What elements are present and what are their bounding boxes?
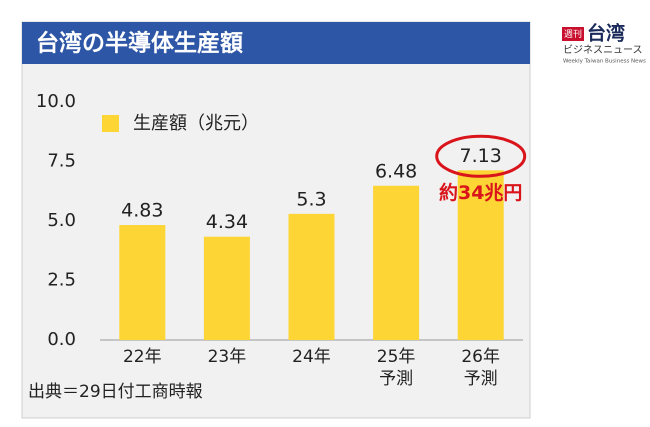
x-tick-label: 23年 xyxy=(207,347,247,367)
title-bar xyxy=(22,22,530,64)
y-tick-label: 0.0 xyxy=(47,329,76,350)
x-tick-label: 22年 xyxy=(122,347,162,367)
value-label: 4.83 xyxy=(121,200,163,222)
value-label: 5.3 xyxy=(296,188,326,210)
x-tick-label: 24年 xyxy=(292,347,331,367)
logo-badge: 週刊 xyxy=(564,28,582,40)
x-tick-label: 26年 予測 xyxy=(461,347,500,389)
bar xyxy=(373,185,420,340)
bar xyxy=(288,213,335,340)
legend-swatch xyxy=(102,115,119,132)
bar xyxy=(457,170,504,340)
logo-english: Weekly Taiwan Business News xyxy=(563,59,646,65)
legend-label: 生産額（兆元） xyxy=(133,113,259,134)
bar xyxy=(119,225,166,340)
y-tick-label: 7.5 xyxy=(47,151,76,172)
chart-title: 台湾の半導体生産額 xyxy=(36,30,243,57)
panel xyxy=(21,21,531,419)
y-tick-label: 2.5 xyxy=(47,270,76,291)
logo-subtitle: ビジネスニュース xyxy=(563,44,643,56)
value-label: 4.34 xyxy=(206,211,248,233)
y-tick-label: 5.0 xyxy=(47,210,76,231)
highlight-ellipse xyxy=(435,134,527,178)
annotation: 約34兆円 xyxy=(439,181,522,204)
value-label: 7.13 xyxy=(460,145,502,167)
value-label: 6.48 xyxy=(375,160,417,182)
logo-badge-bg xyxy=(562,27,584,41)
y-tick-label: 10.0 xyxy=(36,91,76,112)
logo-name: 台湾 xyxy=(587,22,625,45)
x-tick-label: 25年 予測 xyxy=(376,347,416,389)
source: 出典＝29日付工商時報 xyxy=(28,382,203,402)
bar xyxy=(203,236,250,340)
